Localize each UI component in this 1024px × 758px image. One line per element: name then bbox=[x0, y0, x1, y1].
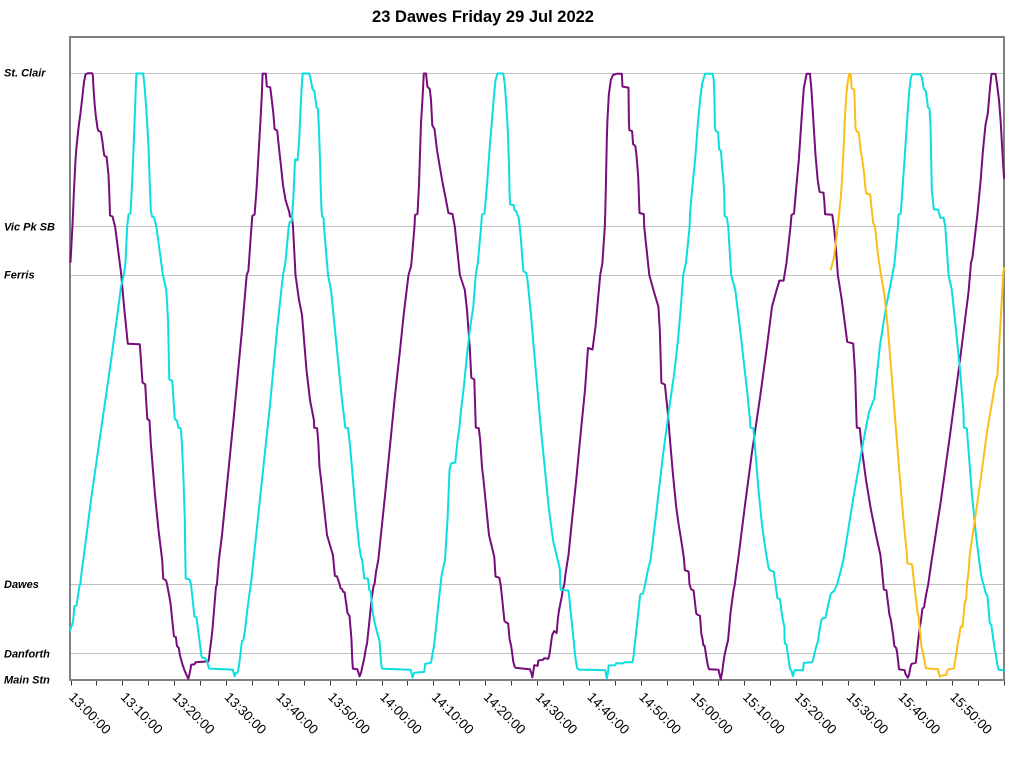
svg-text:Danforth: Danforth bbox=[4, 648, 50, 660]
svg-text:Main Stn: Main Stn bbox=[4, 675, 50, 687]
svg-text:Dawes: Dawes bbox=[4, 579, 39, 591]
svg-text:Vic Pk SB: Vic Pk SB bbox=[4, 221, 55, 233]
svg-text:Ferris: Ferris bbox=[4, 270, 35, 282]
svg-text:St. Clair: St. Clair bbox=[4, 68, 46, 80]
svg-text:23 Dawes Friday 29 Jul 2022: 23 Dawes Friday 29 Jul 2022 bbox=[372, 8, 594, 26]
